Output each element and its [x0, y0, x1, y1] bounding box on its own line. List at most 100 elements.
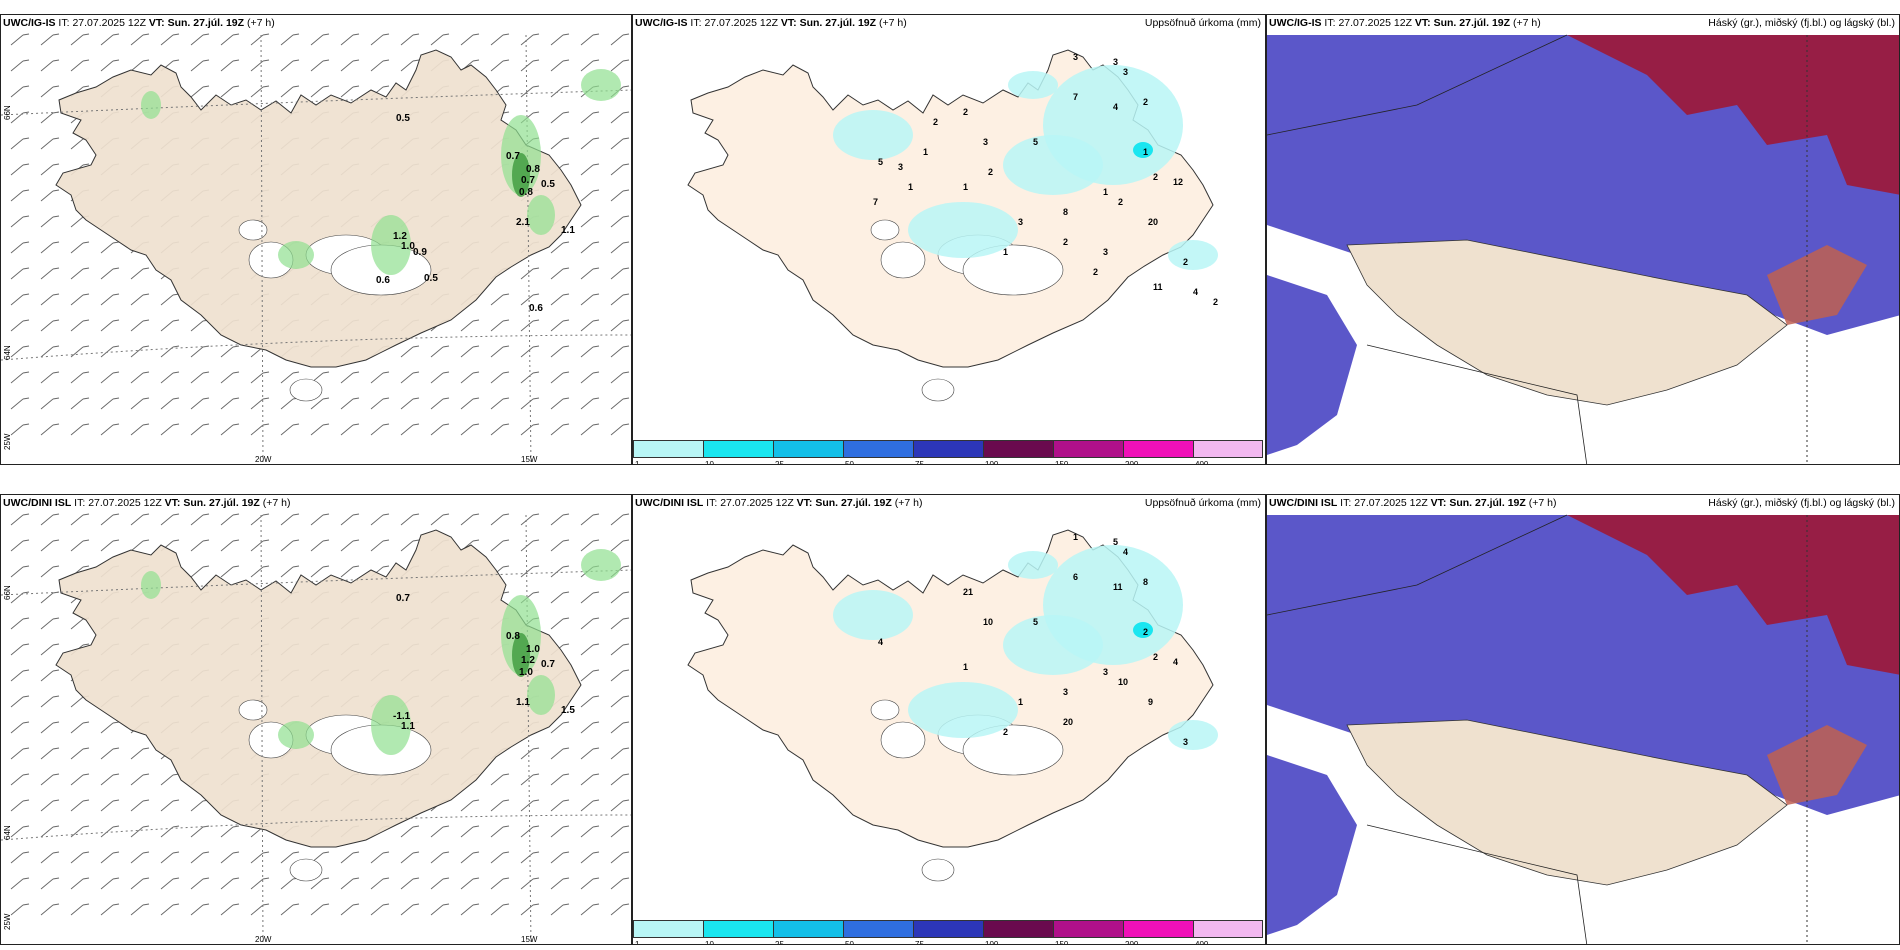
wind-barb-flag — [292, 903, 300, 906]
wind-barb-flag — [502, 85, 510, 88]
wind-barb — [280, 398, 294, 410]
wind-barb-flag — [442, 423, 450, 426]
wind-barb — [550, 112, 564, 124]
wind-barb-flag — [472, 59, 480, 62]
precip-value-label: 1.1 — [561, 225, 575, 236]
legend-tick-label: 100 — [985, 940, 999, 945]
precip-value-label: 2 — [1143, 97, 1148, 107]
wind-barb-flag — [532, 319, 540, 322]
precip-value-label: 5 — [1033, 137, 1038, 147]
wind-barb — [220, 826, 234, 838]
wind-barb — [160, 800, 174, 812]
wind-barb — [580, 112, 594, 124]
iceland-land — [55, 529, 582, 848]
legend-tick-label: 1 — [635, 460, 640, 465]
wind-barb-flag — [442, 345, 450, 348]
wind-barb-flag — [592, 59, 600, 62]
wind-barb-flag — [622, 33, 630, 36]
wind-barb — [40, 852, 54, 864]
wind-barb — [190, 878, 204, 890]
wind-barb-flag — [412, 851, 420, 854]
wind-barb-flag — [622, 539, 630, 542]
wind-barb-flag — [562, 513, 570, 516]
wind-barb-flag — [352, 877, 360, 880]
legend-swatch: 200 — [1123, 920, 1193, 944]
wind-barb-flag — [622, 591, 630, 594]
precip-value-label: 20 — [1148, 217, 1158, 227]
wind-barb-flag — [622, 319, 630, 322]
wind-barb — [610, 826, 624, 838]
wind-barb-flag — [502, 851, 510, 854]
precip-value-label: 1.5 — [561, 705, 575, 716]
graticule-lon-15 — [525, 514, 532, 944]
graticule-lon-20 — [260, 34, 264, 464]
panel-right-title: Háský (gr.), miðský (fj.bl.) og lágský (… — [1708, 497, 1895, 509]
wind-barb-flag — [112, 799, 120, 802]
wind-barb — [520, 320, 534, 332]
wind-barb — [610, 748, 624, 760]
wind-barb-flag — [112, 721, 120, 724]
wind-barb-flag — [442, 513, 450, 516]
legend-swatch: 1 — [633, 440, 703, 464]
wind-barb — [610, 60, 624, 72]
precip-value-label: 7 — [1073, 92, 1078, 102]
wind-barb — [580, 618, 594, 630]
wind-barb — [10, 112, 24, 124]
wind-barb — [400, 372, 414, 384]
wind-barb-flag — [22, 747, 30, 750]
map-panel-wind-igis: UWC/IG-IS IT: 27.07.2025 12Z VT: Sun. 27… — [0, 14, 632, 465]
wind-barb — [280, 34, 294, 46]
wind-barb-flag — [322, 513, 330, 516]
precip-value-label: 3 — [1018, 217, 1023, 227]
wind-barb — [130, 34, 144, 46]
axis-label-lat-66n: 66N — [3, 105, 12, 120]
wind-barb-flag — [502, 565, 510, 568]
wind-barb — [160, 372, 174, 384]
wind-barb — [40, 138, 54, 150]
wind-barb — [370, 852, 384, 864]
wind-barb — [130, 800, 144, 812]
wind-barb-flag — [202, 371, 210, 374]
iceland-land — [55, 49, 582, 368]
legend-swatch: 100 — [983, 920, 1053, 944]
wind-barb-flag — [82, 851, 90, 854]
precip-value-label: 0.8 — [526, 164, 540, 175]
wind-barb — [550, 540, 564, 552]
wind-barb-flag — [562, 643, 570, 646]
wind-barb-flag — [112, 371, 120, 374]
wind-barb-flag — [382, 397, 390, 400]
wind-barb-flag — [82, 293, 90, 296]
wind-barb-flag — [382, 85, 390, 88]
wind-barb — [340, 398, 354, 410]
wind-barb-flag — [262, 423, 270, 426]
low-cloud-area — [1267, 755, 1357, 935]
legend-tick-label: 200 — [1125, 940, 1139, 945]
wind-barb — [460, 372, 474, 384]
wind-barb — [10, 164, 24, 176]
wind-barb-flag — [52, 163, 60, 166]
wind-barb-flag — [82, 85, 90, 88]
wind-barb — [490, 398, 504, 410]
wind-barb-flag — [172, 903, 180, 906]
wind-barb — [610, 878, 624, 890]
precip-value-label: 3 — [1103, 247, 1108, 257]
wind-barb-flag — [52, 643, 60, 646]
wind-barb — [70, 424, 84, 436]
precip-legend: 1 10 25 50 75 100 150 200 400 — [633, 440, 1263, 464]
precip-value-label: 0.5 — [396, 113, 410, 124]
wind-barb — [580, 138, 594, 150]
wind-barb-flag — [592, 33, 600, 36]
wind-barb-flag — [22, 189, 30, 192]
wind-barb — [100, 800, 114, 812]
wind-barb — [190, 904, 204, 916]
wind-barb — [340, 852, 354, 864]
wind-barb-flag — [262, 371, 270, 374]
wind-barb — [520, 34, 534, 46]
wind-barb — [130, 60, 144, 72]
wind-barb — [460, 852, 474, 864]
wind-barb-flag — [622, 241, 630, 244]
wind-barb-flag — [112, 903, 120, 906]
wind-barb-flag — [412, 371, 420, 374]
wind-barb — [220, 346, 234, 358]
map-panel-wind-dini: UWC/DINI ISL IT: 27.07.2025 12Z VT: Sun.… — [0, 494, 632, 945]
